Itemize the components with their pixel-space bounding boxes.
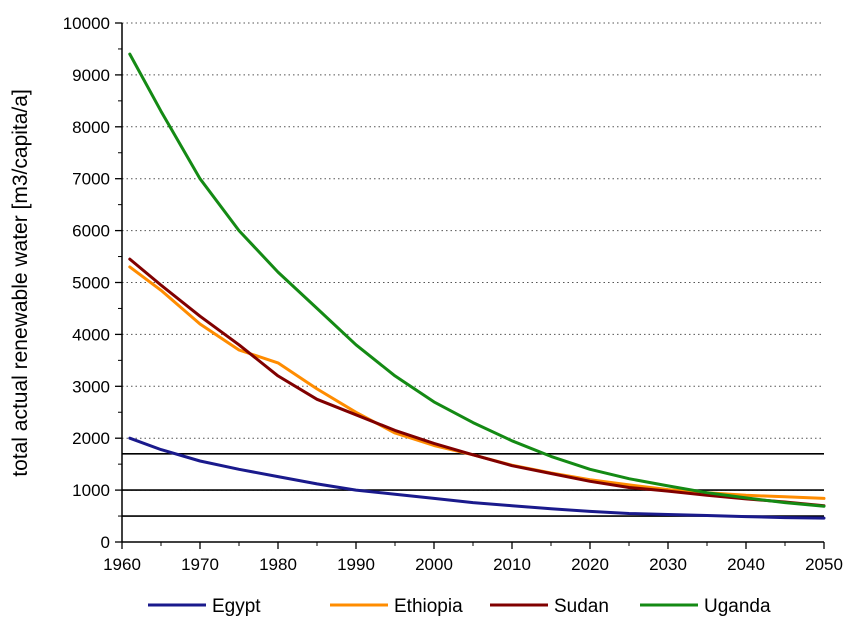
x-tick-label: 1970 [181, 555, 219, 574]
y-axis-title: total actual renewable water [m3/capita/… [9, 89, 32, 477]
x-tick-label: 2040 [727, 555, 765, 574]
series-line-sudan [128, 257, 826, 508]
series-line-ethiopia [128, 265, 826, 500]
x-tick-label: 2000 [415, 555, 453, 574]
legend-label: Egypt [212, 596, 261, 617]
legend-item-egypt: Egypt [148, 596, 261, 617]
legend-label: Uganda [704, 596, 771, 617]
y-tick-label: 3000 [72, 377, 110, 396]
y-tick-label: 4000 [72, 325, 110, 344]
y-tick-label: 10000 [63, 14, 110, 33]
x-tick-label: 2020 [571, 555, 609, 574]
legend-item-uganda: Uganda [640, 596, 771, 617]
y-tick-label: 6000 [72, 222, 110, 241]
x-tick-label: 1980 [259, 555, 297, 574]
x-tick-label: 2050 [805, 555, 843, 574]
series-line-uganda [128, 52, 826, 508]
legend: Egypt Ethiopia Sudan Uganda [148, 596, 771, 617]
y-tick-label: 9000 [72, 66, 110, 85]
y-tick-label: 8000 [72, 118, 110, 137]
reference-lines [122, 452, 824, 517]
y-tick-label: 2000 [72, 429, 110, 448]
gridlines [122, 22, 824, 491]
x-tick-label: 1990 [337, 555, 375, 574]
x-tick-label: 2030 [649, 555, 687, 574]
axes [115, 22, 825, 549]
y-tick-label: 0 [101, 533, 110, 552]
legend-item-sudan: Sudan [490, 596, 609, 617]
legend-label: Ethiopia [394, 596, 463, 617]
legend-item-ethiopia: Ethiopia [330, 596, 463, 617]
y-tick-label: 1000 [72, 481, 110, 500]
series-lines [128, 52, 826, 520]
y-tick-label: 7000 [72, 170, 110, 189]
x-tick-label: 1960 [103, 555, 141, 574]
y-tick-label: 5000 [72, 274, 110, 293]
x-tick-label: 2010 [493, 555, 531, 574]
tick-labels: 0 1000 2000 3000 4000 5000 6000 7000 8000 9000 100… [63, 14, 843, 574]
series-line-egypt [128, 436, 826, 520]
legend-label: Sudan [554, 596, 609, 617]
